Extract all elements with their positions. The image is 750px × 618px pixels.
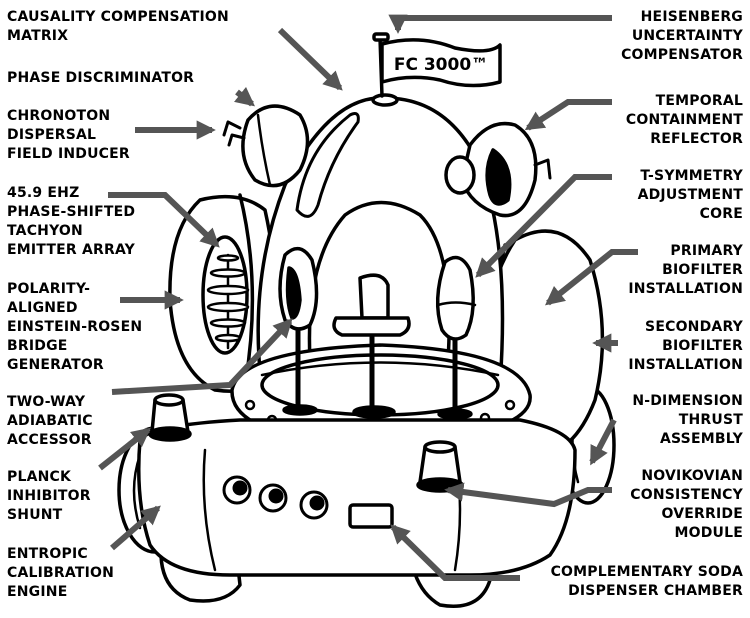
planck-cup-left	[148, 393, 192, 442]
temporal-containment-reflector	[444, 121, 552, 218]
label-complementary-soda-dispenser-chamber: COMPLEMENTARY SODA DISPENSER CHAMBER	[550, 564, 743, 599]
label-secondary-biofilter-installation: SECONDARY BIOFILTER INSTALLATION	[628, 319, 743, 373]
label-temporal-containment-reflector: TEMPORAL CONTAINMENT REFLECTOR	[625, 93, 743, 147]
callout-arrows	[98, 14, 638, 581]
label-two-way-adiabatic-accessor: TWO-WAY ADIABATIC ACCESSOR	[7, 394, 93, 448]
arrow-novikov	[444, 482, 612, 508]
fc3000-flag	[380, 38, 502, 88]
label-t-symmetry-adjustment-core: T-SYMMETRY ADJUSTMENT CORE	[637, 168, 743, 222]
arrow-tsym	[475, 174, 612, 278]
arrow-primary	[544, 249, 638, 306]
flag-text: FC 3000™	[394, 55, 488, 75]
arrow-soda	[390, 524, 520, 581]
inner-right-lamp	[435, 255, 477, 420]
phase-discriminator-pod	[241, 104, 310, 188]
arrow-heisenberg	[388, 14, 612, 34]
arrow-entropic	[110, 505, 161, 551]
base-body	[137, 418, 577, 577]
soda-dispenser-slot	[348, 503, 394, 529]
label-tachyon-emitter-array: 45.9 EHZ PHASE-SHIFTED TACHYON EMITTER A…	[7, 185, 136, 258]
arrow-planck	[98, 427, 152, 471]
label-primary-biofilter-installation: PRIMARY BIOFILTER INSTALLATION	[628, 243, 743, 297]
arrow-temporal	[524, 99, 612, 131]
arrow-phase-disc	[234, 86, 255, 107]
arrow-tachyon	[108, 192, 220, 248]
control-knobs	[222, 475, 329, 520]
label-entropic-calibration-engine: ENTROPIC CALIBRATION ENGINE	[7, 546, 115, 600]
arrow-two-way	[111, 318, 293, 395]
chronoton-prongs	[222, 120, 246, 147]
label-causality-compensation-matrix: CAUSALITY COMPENSATION MATRIX	[7, 9, 229, 44]
novikovian-cup-right	[416, 440, 464, 493]
pilot-chair	[332, 273, 411, 419]
label-planck-inhibitor-shunt: PLANCK INHIBITOR SHUNT	[7, 469, 91, 523]
label-chronoton-dispersal-field-inducer: CHRONOTON DISPERSAL FIELD INDUCER	[7, 108, 130, 162]
label-n-dimension-thrust-assembly: N-DIMENSION THRUST ASSEMBLY	[632, 393, 743, 447]
label-heisenberg-uncertainty-compensator: HEISENBERG UNCERTAINTY COMPENSATOR	[621, 9, 743, 63]
label-novikovian-consistency-override-module: NOVIKOVIAN CONSISTENCY OVERRIDE MODULE	[630, 468, 743, 541]
label-einstein-rosen-bridge-generator: POLARITY- ALIGNED EINSTEIN-ROSEN BRIDGE …	[7, 281, 143, 373]
arrow-ndim	[589, 418, 617, 466]
inner-left-lamp	[278, 246, 319, 416]
tachyon-emitter-coils	[206, 253, 250, 350]
label-phase-discriminator: PHASE DISCRIMINATOR	[7, 70, 195, 86]
arrow-causality	[277, 27, 343, 91]
